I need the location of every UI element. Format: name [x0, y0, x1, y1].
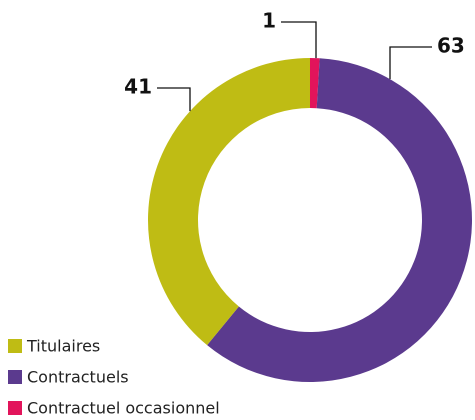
value-label: 41 [124, 75, 152, 99]
donut-segment [148, 58, 310, 346]
donut-segment [207, 58, 472, 383]
leader-line [157, 87, 191, 112]
leader-line [389, 46, 432, 80]
legend-label: Contractuel occasionnel [27, 399, 220, 417]
legend-label: Titulaires [26, 337, 100, 356]
value-label: 63 [437, 34, 465, 58]
donut-segment [310, 58, 320, 109]
legend-swatch [8, 339, 22, 353]
leader-line [281, 21, 317, 59]
legend-swatch [8, 370, 22, 384]
value-label: 1 [262, 9, 276, 33]
legend-label: Contractuels [27, 368, 129, 387]
legend-swatch [8, 401, 22, 415]
